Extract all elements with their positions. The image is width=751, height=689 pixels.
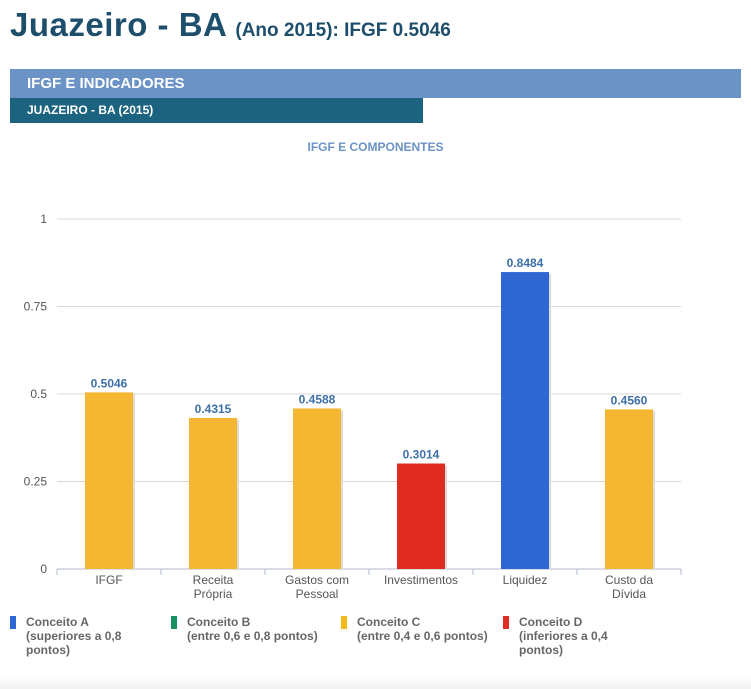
legend-item-d: Conceito D (inferiores a 0,4 pontos)	[503, 615, 608, 657]
legend-label: Conceito C	[357, 615, 421, 629]
bar	[501, 272, 549, 569]
bar	[605, 409, 653, 569]
legend-desc: (entre 0,4 e 0,6 pontos)	[357, 629, 488, 643]
legend-label: Conceito D	[519, 615, 583, 629]
bar	[397, 463, 445, 569]
legend-desc: pontos)	[519, 643, 563, 657]
bar	[85, 392, 133, 569]
data-label: 0.8484	[507, 256, 544, 270]
x-tick-label: Custo da	[605, 573, 653, 587]
data-label: 0.3014	[403, 448, 440, 462]
x-tick-label: Própria	[194, 587, 233, 601]
x-tick-label: Gastos com	[285, 573, 349, 587]
footer-fade	[0, 675, 751, 689]
bar	[293, 408, 341, 569]
legend-swatch	[10, 616, 16, 629]
legend-swatch	[171, 616, 177, 629]
x-tick-label: IFGF	[95, 573, 122, 587]
x-tick-label: Liquidez	[503, 573, 548, 587]
page-title: Juazeiro - BA (Ano 2015): IFGF 0.5046	[10, 6, 451, 44]
y-tick-label: 0.5	[30, 387, 47, 401]
data-label: 0.4588	[299, 392, 336, 406]
data-label: 0.5046	[91, 376, 128, 390]
data-label: 0.4560	[611, 393, 648, 407]
y-tick-label: 0	[40, 562, 47, 576]
city-name: Juazeiro - BA	[10, 6, 228, 43]
legend-desc: (entre 0,6 e 0,8 pontos)	[187, 629, 318, 643]
x-tick-label: Pessoal	[296, 587, 339, 601]
legend-desc: (inferiores a 0,4	[519, 629, 608, 643]
legend-desc: pontos)	[26, 643, 70, 657]
y-tick-label: 1	[40, 212, 47, 226]
legend-label: Conceito B	[187, 615, 251, 629]
x-tick-label: Investimentos	[384, 573, 458, 587]
y-tick-label: 0.75	[24, 300, 48, 314]
section-subheader: JUAZEIRO - BA (2015)	[10, 98, 423, 123]
data-label: 0.4315	[195, 402, 232, 416]
legend-item-c: Conceito C (entre 0,4 e 0,6 pontos)	[341, 615, 488, 643]
y-tick-label: 0.25	[24, 475, 48, 489]
chart-title: IFGF E COMPONENTES	[307, 140, 444, 154]
bar	[189, 417, 237, 569]
legend-item-b: Conceito B (entre 0,6 e 0,8 pontos)	[171, 615, 318, 643]
year-ifgf: (Ano 2015): IFGF 0.5046	[235, 20, 451, 41]
section-header: IFGF E INDICADORES	[10, 69, 741, 98]
legend-label: Conceito A	[26, 615, 89, 629]
legend-desc: (superiores a 0,8	[26, 629, 122, 643]
legend-swatch	[341, 616, 347, 629]
legend-swatch	[503, 616, 509, 629]
x-tick-label: Receita	[193, 573, 234, 587]
legend-item-a: Conceito A (superiores a 0,8 pontos)	[10, 615, 122, 657]
x-tick-label: Dívida	[612, 587, 646, 601]
